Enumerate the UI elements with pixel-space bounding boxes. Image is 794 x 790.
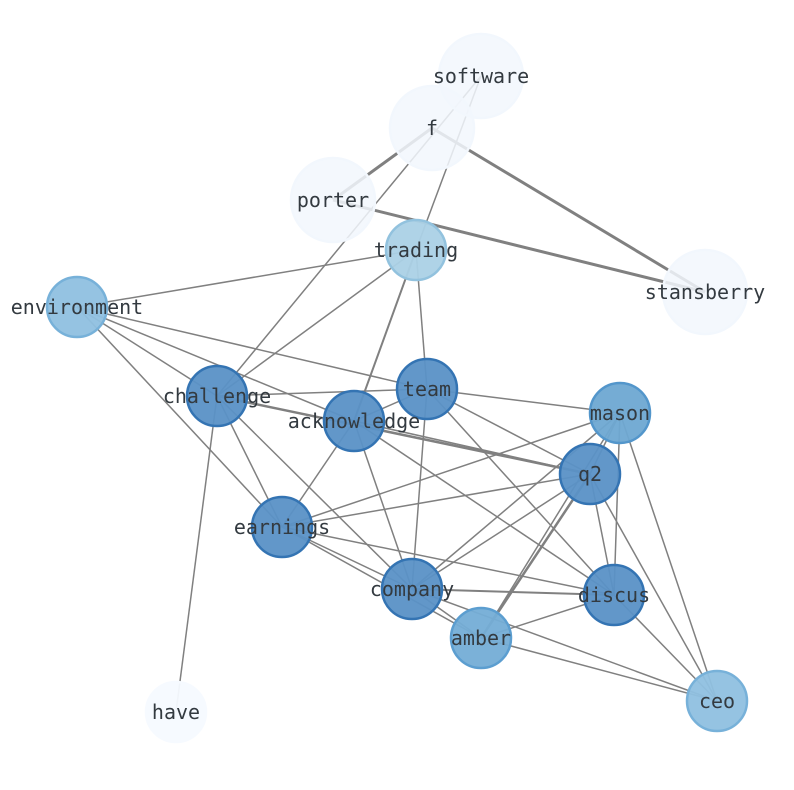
node-circle[interactable] bbox=[388, 84, 476, 172]
node-company[interactable]: company bbox=[370, 557, 454, 621]
edge-q2-earnings bbox=[281, 473, 591, 528]
edge-challenge-team bbox=[216, 388, 428, 397]
edge-amber-ceo bbox=[480, 637, 718, 702]
edge-q2-company bbox=[411, 473, 591, 590]
node-circle[interactable] bbox=[449, 606, 513, 670]
edge-q2-ceo bbox=[589, 473, 718, 702]
edge-acknowledge-q2 bbox=[353, 420, 591, 475]
node-label: environment bbox=[11, 295, 143, 319]
edge-mason-earnings bbox=[281, 412, 621, 528]
edge-environment-team bbox=[76, 306, 428, 390]
node-label: team bbox=[403, 377, 451, 401]
edge-team-discus bbox=[426, 388, 615, 596]
edge-trading-challenge bbox=[216, 249, 417, 397]
edge-challenge-have bbox=[175, 395, 218, 713]
node-label: trading bbox=[374, 238, 458, 262]
edge-porter-stansberry bbox=[332, 198, 706, 294]
node-stansberry[interactable]: stansberry bbox=[645, 248, 765, 336]
node-label: software bbox=[433, 64, 529, 88]
edge-q2-amber bbox=[479, 473, 592, 639]
edge-acknowledge-discus bbox=[353, 420, 615, 596]
edge-environment-acknowledge bbox=[76, 306, 355, 422]
node-porter[interactable]: porter bbox=[289, 156, 377, 244]
edge-earnings-discus bbox=[281, 526, 615, 596]
node-earnings[interactable]: earnings bbox=[234, 495, 330, 559]
edge-mason-company bbox=[411, 412, 621, 590]
node-circle[interactable] bbox=[661, 248, 749, 336]
edge-environment-earnings bbox=[76, 306, 283, 528]
edge-trading-environment bbox=[76, 249, 417, 308]
node-label: mason bbox=[590, 401, 650, 425]
node-circle[interactable] bbox=[588, 381, 652, 445]
node-label: discus bbox=[578, 583, 650, 607]
node-label: earnings bbox=[234, 515, 330, 539]
node-circle[interactable] bbox=[558, 442, 622, 506]
node-label: company bbox=[370, 577, 454, 601]
node-circle[interactable] bbox=[250, 495, 314, 559]
node-label: challenge bbox=[163, 384, 271, 408]
node-have[interactable]: have bbox=[144, 680, 208, 744]
node-ceo[interactable]: ceo bbox=[685, 669, 749, 733]
edge-company-discus bbox=[411, 588, 615, 596]
node-label: amber bbox=[451, 626, 511, 650]
node-label: acknowledge bbox=[288, 409, 420, 433]
node-circle[interactable] bbox=[322, 389, 386, 453]
node-q2[interactable]: q2 bbox=[558, 442, 622, 506]
node-team[interactable]: team bbox=[395, 357, 459, 421]
node-label: porter bbox=[297, 188, 369, 212]
node-label: f bbox=[426, 116, 438, 140]
node-label: have bbox=[152, 700, 200, 724]
node-circle[interactable] bbox=[380, 557, 444, 621]
node-label: q2 bbox=[578, 462, 602, 486]
node-label: stansberry bbox=[645, 280, 765, 304]
node-circle[interactable] bbox=[185, 364, 249, 428]
node-circle[interactable] bbox=[685, 669, 749, 733]
node-trading[interactable]: trading bbox=[374, 218, 458, 282]
edge-challenge-company bbox=[216, 395, 413, 590]
node-circle[interactable] bbox=[384, 218, 448, 282]
node-f[interactable]: f bbox=[388, 84, 476, 172]
node-label: ceo bbox=[699, 689, 735, 713]
node-challenge[interactable]: challenge bbox=[163, 364, 271, 428]
edge-mason-ceo bbox=[619, 412, 718, 702]
edge-team-company bbox=[411, 388, 428, 590]
node-amber[interactable]: amber bbox=[449, 606, 513, 670]
node-circle[interactable] bbox=[395, 357, 459, 421]
node-mason[interactable]: mason bbox=[588, 381, 652, 445]
edge-f-stansberry bbox=[431, 126, 706, 294]
edge-company-ceo bbox=[411, 588, 718, 702]
edge-team-mason bbox=[426, 388, 621, 414]
node-circle[interactable] bbox=[289, 156, 377, 244]
edge-challenge-q2 bbox=[216, 394, 591, 476]
node-discus[interactable]: discus bbox=[578, 563, 650, 627]
node-circle[interactable] bbox=[45, 275, 109, 339]
node-environment[interactable]: environment bbox=[11, 275, 143, 339]
node-acknowledge[interactable]: acknowledge bbox=[288, 389, 420, 453]
node-circle[interactable] bbox=[582, 563, 646, 627]
node-circle[interactable] bbox=[144, 680, 208, 744]
